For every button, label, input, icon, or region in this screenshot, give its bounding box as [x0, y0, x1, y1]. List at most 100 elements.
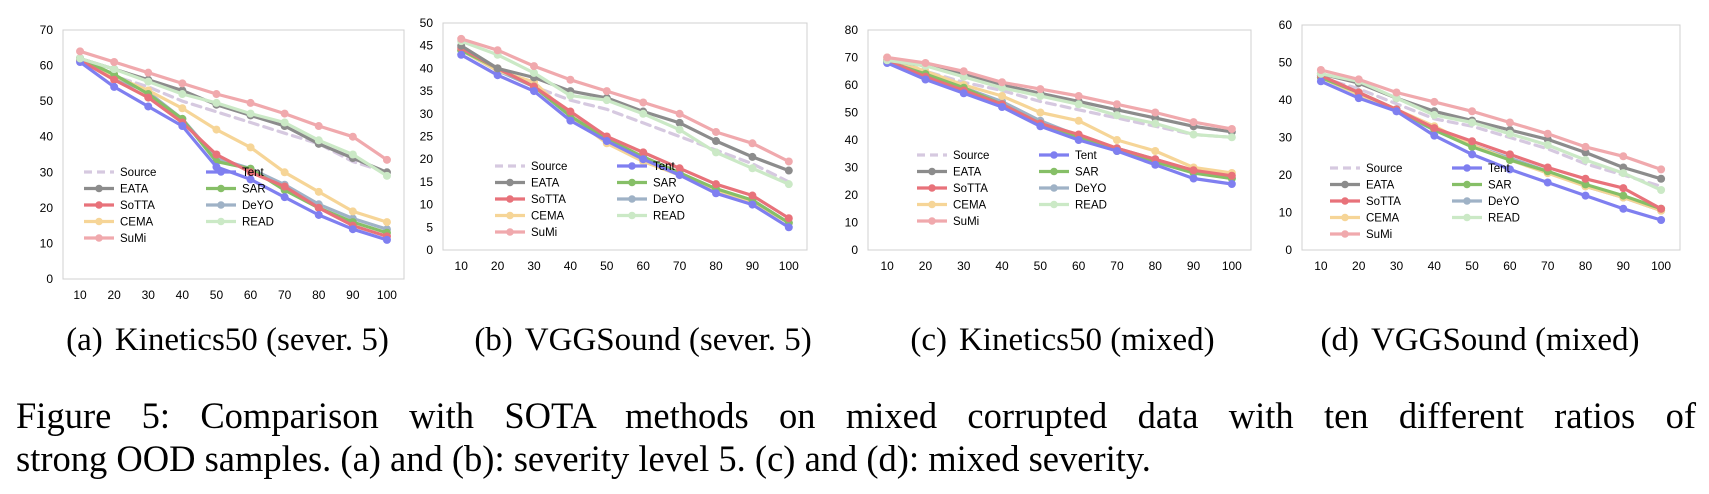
x-tick-label: 40	[995, 259, 1009, 273]
y-tick-label: 30	[420, 107, 434, 121]
data-point	[566, 75, 575, 84]
data-point	[280, 118, 289, 127]
chart-panel-c: 0 10 20 30 40 50 60 70 80 10 20 30 40 50 60 70 80 90 100 So…	[845, 23, 1252, 273]
data-point	[1227, 125, 1236, 133]
x-tick-label: 60	[1072, 259, 1086, 273]
data-point	[959, 89, 968, 98]
x-tick-label: 30	[1390, 259, 1404, 273]
data-point	[921, 59, 930, 67]
data-point	[1619, 163, 1628, 172]
series-line	[78, 49, 389, 162]
x-tick-label: 90	[746, 259, 760, 273]
data-point	[1151, 108, 1160, 117]
series-line	[885, 58, 1234, 139]
series-source	[1319, 75, 1663, 188]
y-tick-label: 50	[845, 106, 859, 120]
data-point	[314, 122, 323, 131]
y-tick-label: 10	[845, 216, 859, 230]
data-point	[784, 223, 793, 232]
data-point	[1316, 66, 1325, 74]
data-point	[1151, 155, 1160, 164]
data-point	[1619, 169, 1628, 178]
subcaption-b: (b) VGGSound (sever. 5)	[448, 322, 838, 359]
chart-panel-d: 0 10 20 30 40 50 60 10 20 30 40 50 60 70 80 90 100 Source…	[1279, 18, 1681, 273]
data-point	[748, 191, 757, 200]
series-sumi	[1316, 66, 1666, 174]
x-tick-label: 90	[1617, 259, 1631, 273]
legend-marker	[928, 200, 936, 209]
legend-label: SoTTA	[953, 183, 988, 195]
data-point	[530, 87, 538, 96]
data-point	[110, 65, 119, 74]
y-tick-label: 40	[420, 61, 434, 75]
data-point	[602, 87, 611, 96]
data-point	[748, 139, 757, 148]
y-tick-label: 60	[1279, 18, 1293, 32]
data-point	[246, 98, 255, 107]
data-point	[1657, 204, 1666, 213]
legend-label: Tent	[653, 161, 676, 173]
legend-marker	[628, 178, 636, 187]
legend-label: CEMA	[1366, 213, 1400, 225]
data-point	[110, 82, 119, 91]
series-line	[1319, 72, 1663, 192]
y-tick-label: 60	[40, 59, 54, 73]
x-tick-label: 60	[637, 259, 651, 273]
data-point	[784, 166, 793, 175]
y-tick-label: 30	[1279, 131, 1293, 145]
subcaption-text: Kinetics50 (sever. 5)	[114, 322, 389, 358]
legend-marker	[217, 217, 225, 226]
x-tick-label: 40	[176, 288, 190, 302]
data-point	[348, 132, 357, 141]
data-point	[1430, 131, 1439, 140]
x-tick-label: 10	[455, 259, 469, 273]
legend-marker	[95, 201, 103, 209]
data-point	[1074, 136, 1083, 144]
legend-marker	[1341, 213, 1349, 222]
legend-label: SAR	[1488, 180, 1512, 192]
legend-label: DeYO	[653, 194, 684, 206]
data-point	[566, 107, 575, 116]
y-tick-label: 80	[845, 23, 859, 37]
data-point	[1505, 150, 1514, 159]
data-point	[1505, 165, 1514, 174]
data-point	[675, 171, 684, 180]
data-point	[1619, 191, 1628, 200]
subcaption-text: Kinetics50 (mixed)	[958, 322, 1215, 358]
data-point	[1430, 111, 1439, 119]
data-point	[712, 127, 720, 136]
data-point	[246, 168, 255, 177]
data-point	[1543, 129, 1552, 138]
data-point	[1189, 174, 1198, 183]
series-line	[1319, 75, 1663, 188]
data-point	[1189, 166, 1198, 175]
data-point	[1151, 147, 1160, 155]
data-point	[212, 150, 221, 159]
legend-marker	[628, 162, 636, 170]
y-tick-label: 20	[845, 188, 859, 202]
data-point	[602, 137, 611, 146]
x-tick-label: 90	[346, 288, 360, 302]
legend-label: Source	[120, 167, 156, 179]
data-point	[212, 125, 221, 134]
data-point	[246, 143, 255, 152]
legend-label: READ	[242, 217, 274, 229]
x-tick-label: 40	[564, 259, 578, 273]
data-point	[1151, 119, 1160, 128]
y-tick-label: 10	[40, 236, 54, 250]
data-point	[998, 92, 1007, 100]
data-point	[212, 98, 221, 107]
data-point	[493, 71, 502, 80]
data-point	[1581, 148, 1590, 157]
data-point	[144, 68, 153, 77]
data-point	[998, 103, 1007, 111]
legend-label: DeYO	[1075, 183, 1106, 195]
data-point	[314, 136, 323, 145]
legend-label: SuMi	[120, 233, 146, 245]
data-point	[602, 96, 611, 105]
data-point	[712, 137, 720, 146]
legend-label: Source	[1366, 163, 1402, 175]
data-point	[784, 180, 793, 189]
legend-label: EATA	[531, 178, 560, 190]
